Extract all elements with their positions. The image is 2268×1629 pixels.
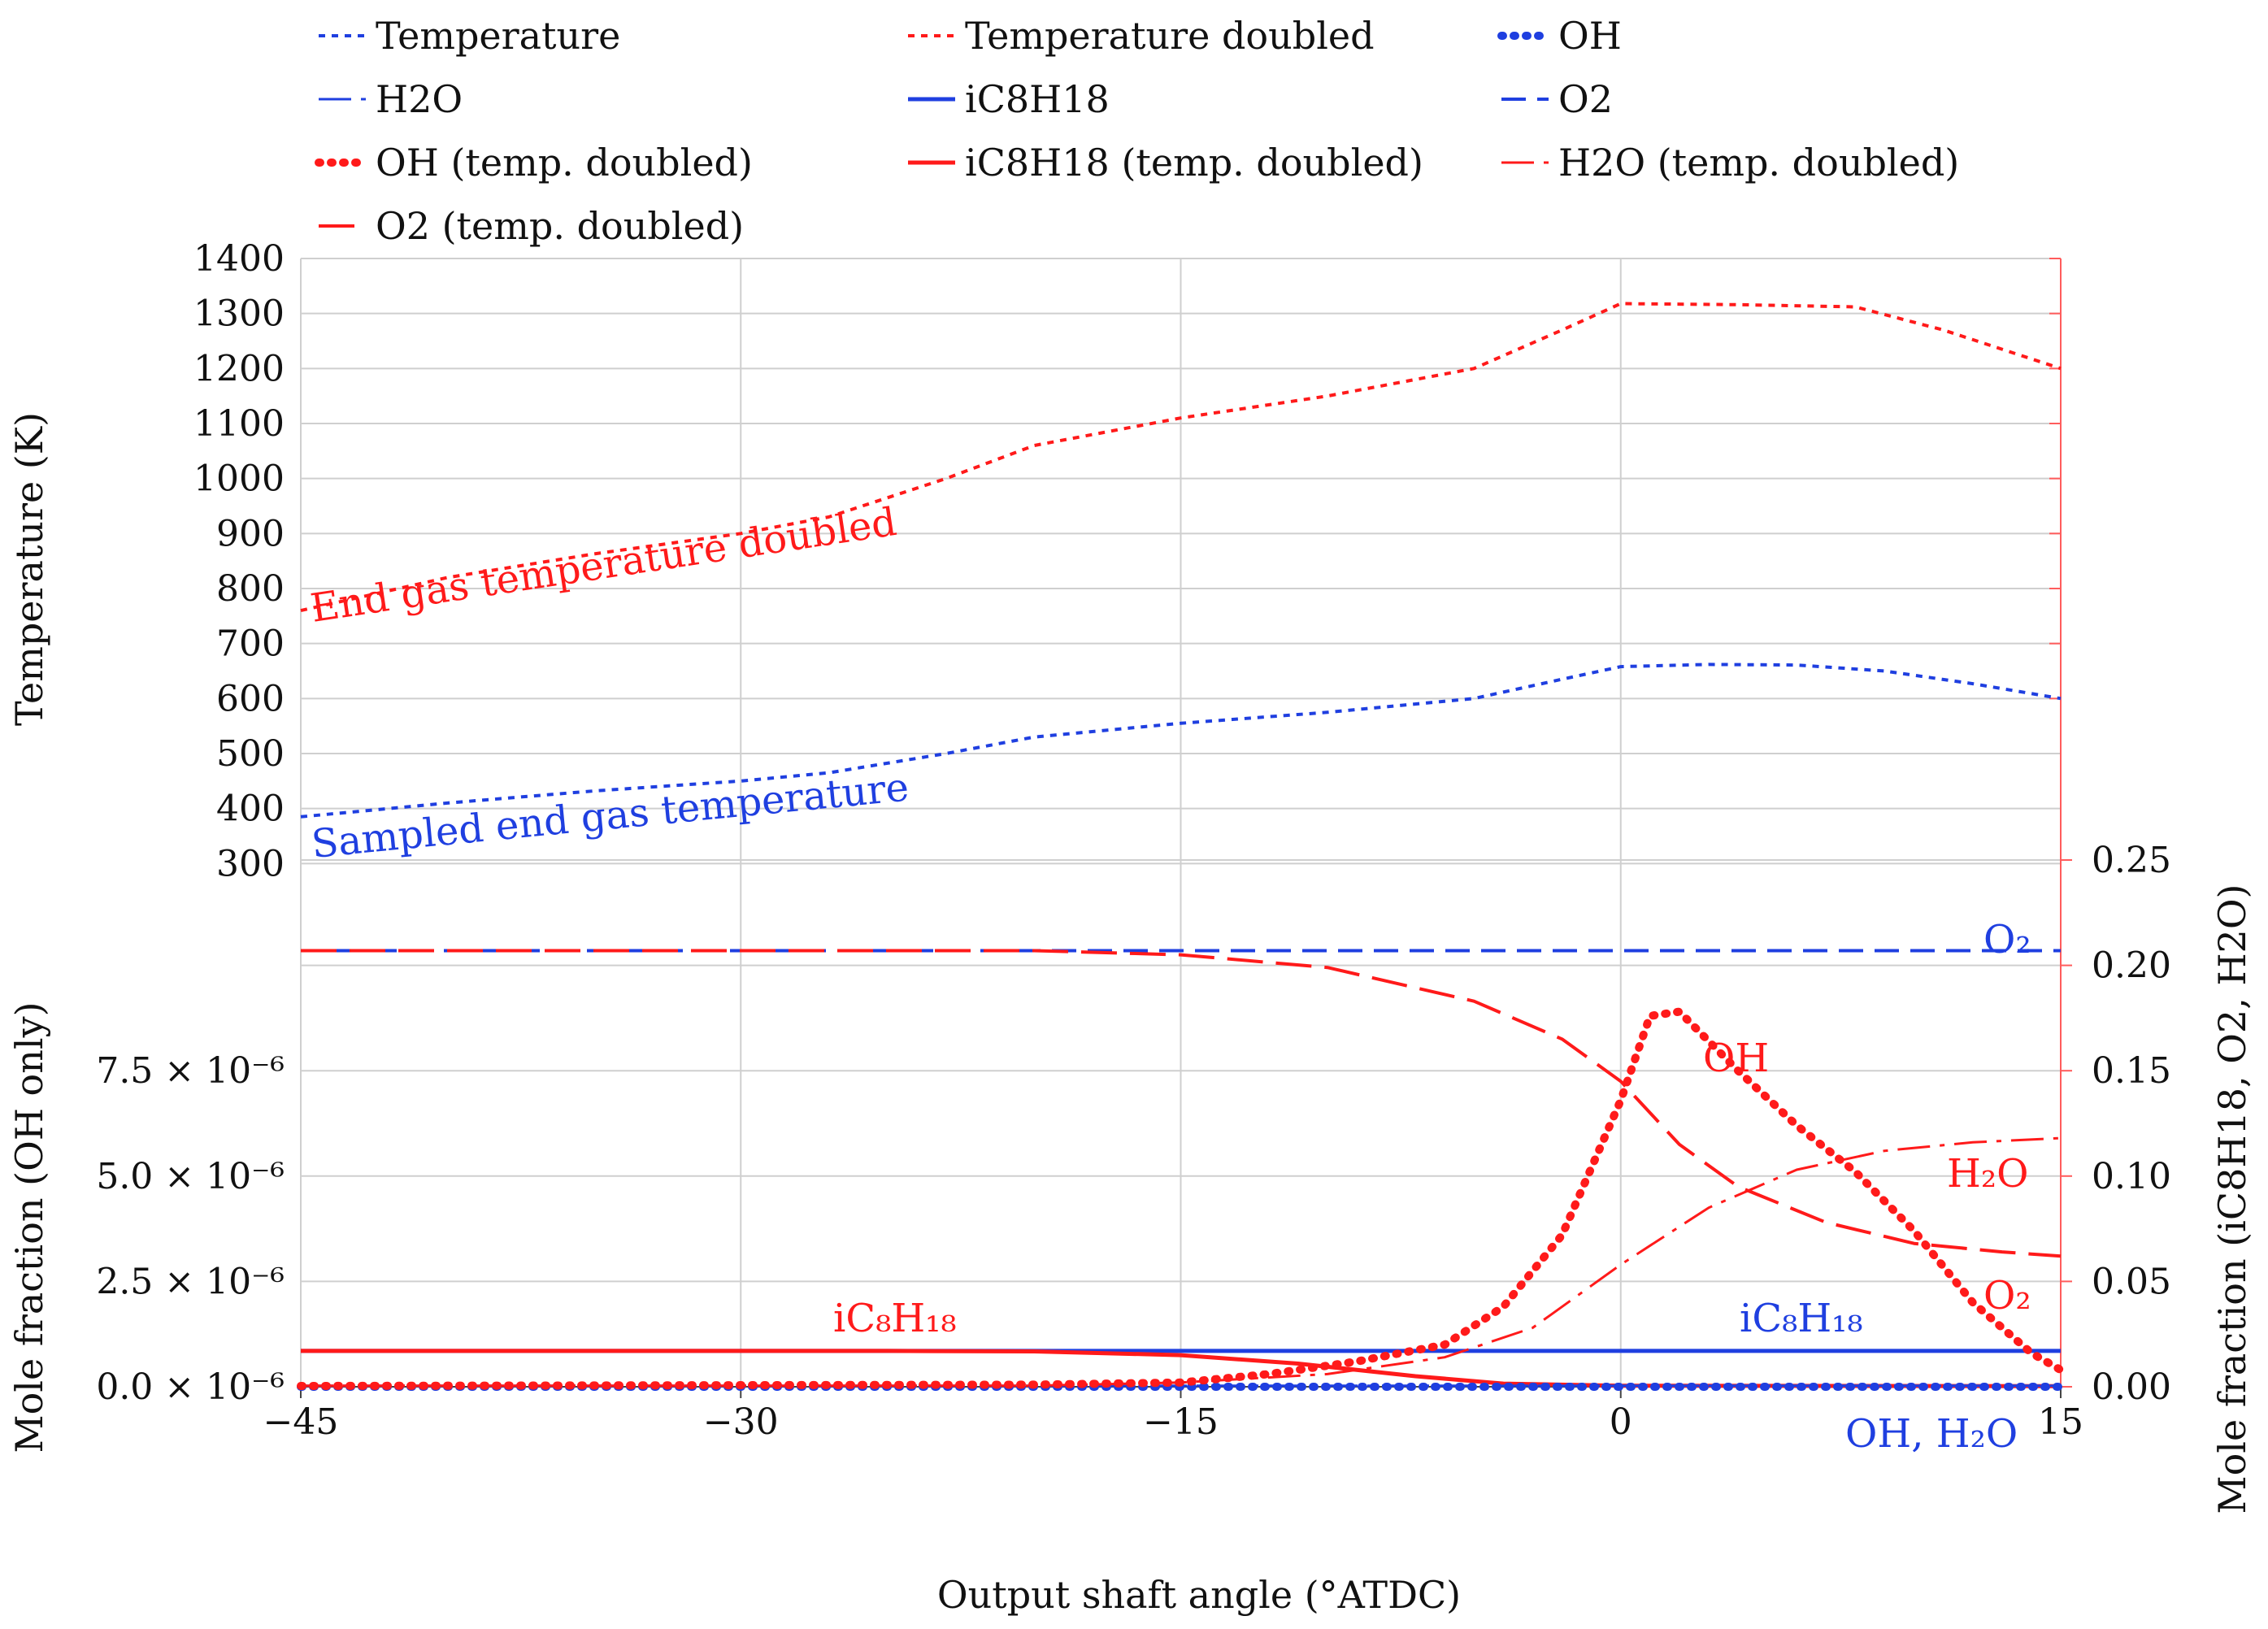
- x-tick-label: 15: [2038, 1401, 2083, 1443]
- y-tick-label-temperature: 700: [216, 623, 285, 665]
- annotations: End gas temperature doubled Sampled end g…: [307, 499, 2031, 1457]
- annotation-6: OH, H₂O: [1845, 1411, 2018, 1457]
- legend-label: H2O: [376, 77, 463, 121]
- legend-label: Temperature doubled: [965, 14, 1375, 58]
- y-tick-label-right: 0.10: [2092, 1156, 2171, 1197]
- x-axis-title: Output shaft angle (°ATDC): [937, 1573, 1461, 1617]
- y-tick-label-oh: 7.5 × 10⁻⁶: [96, 1050, 285, 1092]
- y-tick-label-right: 0.20: [2092, 945, 2171, 987]
- x-tick-label: −30: [703, 1401, 779, 1443]
- y-tick-label-temperature: 1300: [193, 293, 285, 335]
- legend-label: H2O (temp. doubled): [1558, 141, 1959, 185]
- y-axis-title-oh: Mole fraction (OH only): [7, 1001, 51, 1453]
- legend-label: OH: [1558, 14, 1622, 58]
- y-tick-label-temperature: 400: [216, 788, 285, 830]
- annotation-2: H₂O: [1947, 1151, 2028, 1197]
- legend-label: OH (temp. doubled): [376, 141, 753, 185]
- legend-label: iC8H18: [965, 77, 1110, 121]
- y-tick-label-oh: 5.0 × 10⁻⁶: [96, 1156, 285, 1197]
- legend-label: iC8H18 (temp. doubled): [965, 141, 1423, 185]
- y-tick-label-temperature: 500: [216, 733, 285, 775]
- y-tick-label-temperature: 1000: [193, 458, 285, 500]
- axes: −45 −30 −15 0 15 1400 1300 1200 1100 1000 900 800 70…: [96, 238, 2171, 1443]
- y-tick-label-temperature: 1400: [193, 238, 285, 280]
- y-tick-label-temperature: 800: [216, 568, 285, 610]
- y-tick-label-oh: 2.5 × 10⁻⁶: [96, 1261, 285, 1302]
- x-tick-label: 0: [1610, 1401, 1632, 1443]
- series-layer: [297, 302, 2065, 1391]
- annotation-end-gas-doubled: End gas temperature doubled: [307, 499, 899, 632]
- y-tick-label-temperature: 600: [216, 678, 285, 719]
- legend-label: Temperature: [376, 14, 620, 58]
- annotation-0: O₂: [1983, 917, 2031, 962]
- x-tick-label: −15: [1143, 1401, 1219, 1443]
- series-line-oh-temp-doubled-: [297, 1007, 2065, 1390]
- annotation-1: OH: [1703, 1036, 1769, 1081]
- annotation-sampled-end-gas: Sampled end gas temperature: [310, 765, 910, 867]
- series-line-o2-temp-doubled-: [301, 949, 2062, 1258]
- y-tick-label-temperature: 300: [216, 843, 285, 884]
- series-line-temperature-doubled: [300, 302, 2062, 613]
- annotation-4: iC₈H₁₈: [833, 1296, 957, 1341]
- legend: Temperature Temperature doubled OH H2O iC8H1…: [315, 14, 1959, 248]
- y-tick-label-temperature: 900: [216, 513, 285, 554]
- y-axis-title-temperature: Temperature (K): [7, 412, 51, 726]
- y-tick-label-temperature: 1100: [193, 403, 285, 445]
- legend-label: O2 (temp. doubled): [376, 204, 744, 248]
- y-tick-label-oh: 0.0 × 10⁻⁶: [96, 1366, 285, 1408]
- y-axis-title-right: Mole fraction (iC8H18, O2, H2O): [2210, 884, 2254, 1514]
- annotation-3: O₂: [1983, 1273, 2031, 1318]
- annotation-5: iC₈H₁₈: [1740, 1296, 1863, 1341]
- y-tick-label-right: 0.00: [2092, 1366, 2171, 1408]
- series-line-temperature: [300, 662, 2062, 819]
- y-tick-label-right: 0.15: [2092, 1050, 2171, 1092]
- y-tick-label-right: 0.25: [2092, 840, 2171, 881]
- y-tick-label-temperature: 1200: [193, 348, 285, 389]
- x-tick-label: −45: [263, 1401, 339, 1443]
- y-tick-label-right: 0.05: [2092, 1261, 2171, 1302]
- legend-label: O2: [1558, 77, 1613, 121]
